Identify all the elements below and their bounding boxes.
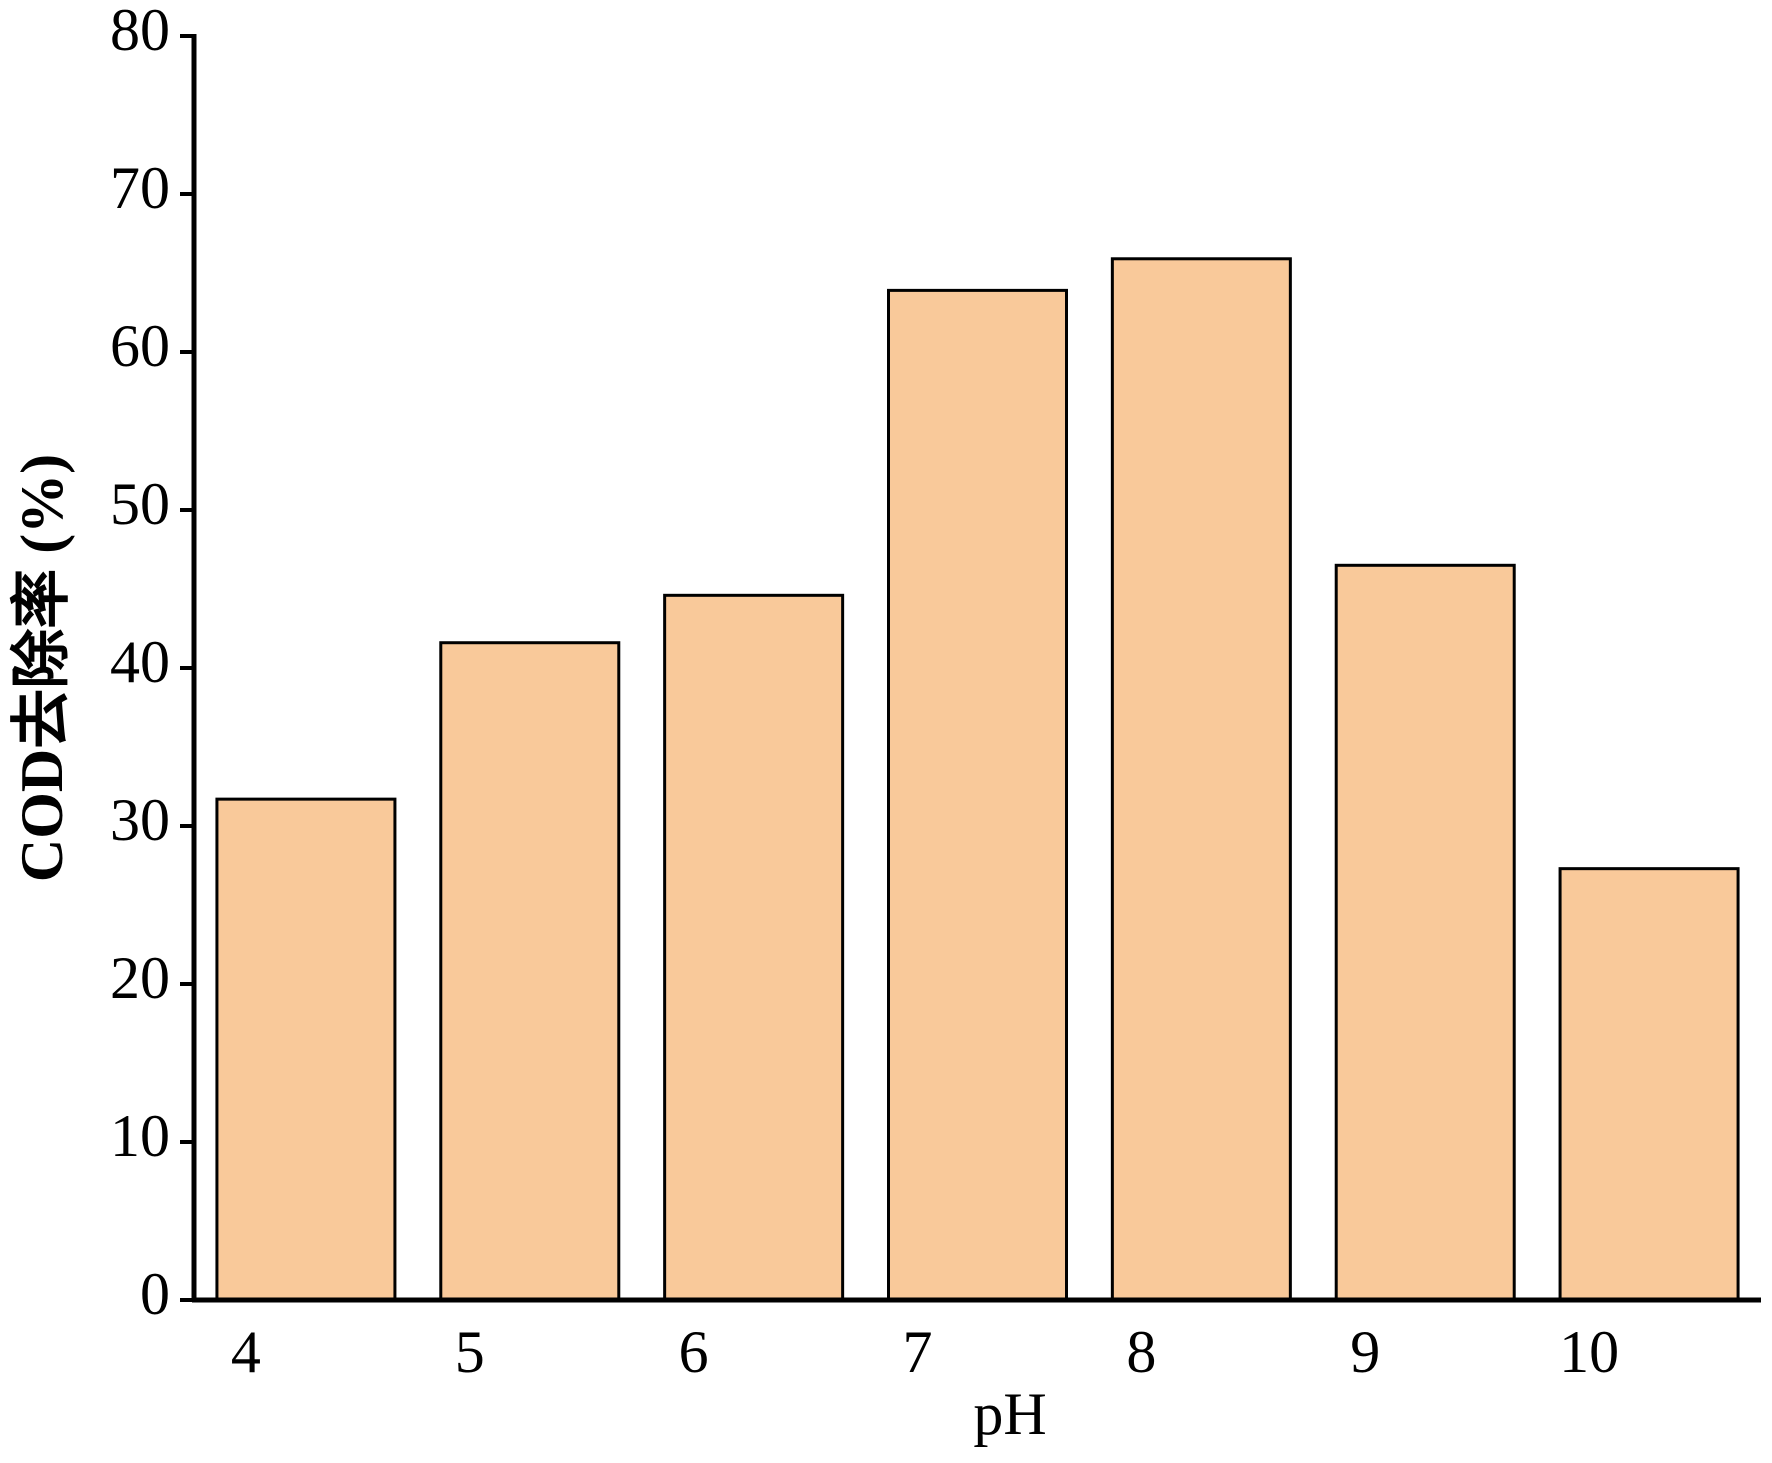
y-tick-label: 50 [110, 471, 170, 537]
bar [215, 797, 397, 1302]
y-tick-label: 10 [110, 1103, 170, 1169]
x-tick-label: 6 [679, 1319, 709, 1385]
x-axis-label: pH [973, 1381, 1046, 1447]
x-tick-label: 7 [903, 1319, 933, 1385]
y-tick-label: 40 [110, 629, 170, 695]
bar [1110, 257, 1292, 1302]
x-tick-label: 10 [1559, 1319, 1619, 1385]
y-tick-label: 0 [140, 1261, 170, 1327]
bar [439, 641, 621, 1302]
y-tick-label: 30 [110, 787, 170, 853]
y-tick-label: 70 [110, 155, 170, 221]
x-tick-label: 9 [1350, 1319, 1380, 1385]
x-tick-label: 4 [231, 1319, 261, 1385]
bar [887, 288, 1068, 1302]
bar [1558, 867, 1740, 1302]
y-tick-label: 80 [110, 0, 170, 63]
bar [663, 593, 845, 1302]
x-tick-label: 5 [455, 1319, 485, 1385]
y-tick-label: 20 [110, 945, 170, 1011]
x-tick-label: 8 [1126, 1319, 1156, 1385]
y-axis-label: COD去除率 (%) [9, 454, 75, 882]
y-tick-label: 60 [110, 313, 170, 379]
bar [1334, 563, 1516, 1302]
